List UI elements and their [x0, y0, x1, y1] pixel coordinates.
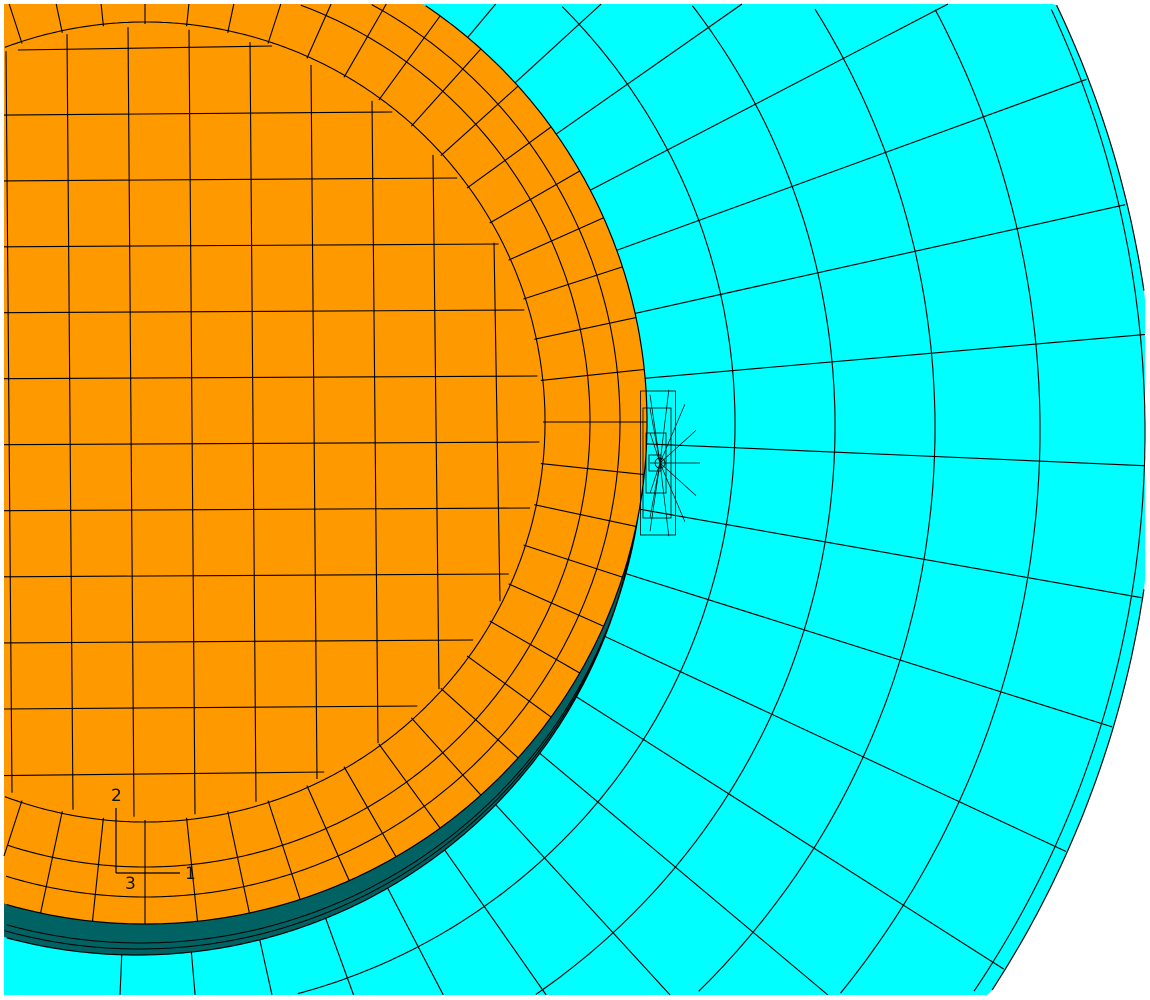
mesh-grid-edge [66, 34, 74, 810]
inner-part-fill [4, 4, 647, 924]
mesh-grid-edge [3, 639, 474, 644]
mesh-radial-edge [440, 85, 519, 157]
refined-mesh-edge [659, 430, 697, 464]
mesh-grid-edge [3, 771, 325, 777]
mesh-ring [297, 6, 736, 995]
refined-mesh-edge [659, 404, 686, 464]
mesh-radial-edge [508, 217, 604, 261]
mesh-ring [840, 9, 1041, 994]
mesh-grid-edge [127, 27, 135, 817]
mesh-radial-edge [489, 620, 580, 674]
mesh-radial-edge [632, 204, 1126, 315]
mesh-radial-edge [267, 3, 282, 44]
mesh-grid-edge [493, 242, 501, 602]
mesh-radial-edge [466, 655, 552, 718]
mesh-ring [535, 5, 836, 995]
mesh-radial-edge [306, 785, 350, 881]
mesh-grid-edge [3, 573, 509, 578]
mesh-grid-edge [3, 441, 540, 446]
mesh-radial-edge [534, 504, 637, 527]
mesh-radial-edge [554, 3, 743, 136]
refined-mesh-edge [659, 462, 697, 496]
mesh-radial-edge [431, 831, 547, 996]
mesh-radial-edge [523, 544, 623, 578]
mesh-radial-edge [227, 811, 250, 914]
mesh-grid-edge [3, 111, 393, 116]
mesh-radial-edge [55, 3, 63, 33]
mesh-radial-edge [540, 463, 645, 476]
disk-core-grid [3, 27, 540, 817]
mesh-grid-edge [3, 309, 525, 314]
mesh-grid-edge [3, 375, 538, 380]
mesh-grid-edge [3, 243, 499, 248]
refined-mesh-edge [649, 394, 661, 464]
mesh-radial-edge [614, 78, 1087, 252]
mesh-radial-edge [267, 800, 301, 900]
mesh-radial-edge [534, 317, 637, 340]
mesh-ring [973, 9, 1146, 992]
mesh-radial-edge [508, 583, 604, 627]
mesh-radial-edge [378, 15, 441, 101]
refined-mesh-cell [654, 457, 666, 469]
triad-label-1: 1 [185, 864, 196, 884]
mesh-radial-edge [3, 800, 23, 857]
refined-mesh-region [640, 389, 700, 537]
inner-part-mesh [3, 3, 648, 925]
mesh-radial-edge [482, 790, 671, 996]
mesh-grid-edge [310, 64, 318, 780]
mesh-radial-edge [637, 508, 1142, 599]
mesh-radial-edge [227, 3, 235, 33]
mesh-radial-edge [466, 126, 552, 189]
triad-label-3: 3 [125, 874, 136, 894]
refined-mesh-edge [659, 462, 670, 537]
mesh-radial-edge [40, 811, 63, 914]
refined-mesh-edge [659, 462, 686, 522]
refined-mesh-edge [649, 462, 661, 532]
refined-mesh-edge [659, 389, 670, 464]
mesh-radial-edge [540, 368, 645, 381]
mesh-radial-edge [91, 817, 104, 922]
mesh-radial-edge [100, 3, 104, 27]
mesh-grid-edge [3, 177, 458, 182]
mesh-grid-edge [371, 100, 379, 744]
mesh-radial-edge [523, 266, 623, 300]
mesh-radial-edge [597, 632, 1067, 852]
disk-ring-mesh [3, 3, 647, 924]
mesh-radial-edge [621, 571, 1113, 728]
mesh-grid-edge [5, 51, 13, 793]
mesh-radial-edge [186, 3, 190, 27]
mesh-grid-edge [3, 705, 418, 710]
mesh-grid-edge [3, 507, 531, 512]
mesh-radial-edge [410, 717, 482, 796]
triad-label-2: 2 [111, 786, 122, 806]
inner-part-fill-edge [6, 5, 648, 925]
mesh-radial-edge [566, 690, 1004, 970]
mesh-radial-edge [410, 48, 482, 127]
mesh-ring [4, 21, 546, 823]
mesh-radial-edge [489, 170, 580, 224]
mesh-radial-edge [306, 3, 332, 59]
mesh-radial-edge [465, 3, 497, 40]
mesh-radial-edge [343, 766, 397, 857]
axis-triad: 2 1 3 [111, 786, 196, 894]
mesh-radial-edge [527, 742, 829, 996]
refined-mesh-edge [649, 408, 661, 464]
mesh-grid-edge [249, 42, 257, 802]
mesh-radial-edge [644, 443, 1146, 467]
mesh-ring [5, 4, 621, 898]
mesh-radial-edge [588, 3, 949, 192]
mesh-radial-edge [378, 743, 441, 829]
mesh-grid-edge [188, 29, 196, 815]
mesh-ring [698, 8, 936, 992]
mesh-radial-edge [343, 3, 387, 78]
mesh-radial-edge [186, 817, 199, 922]
mesh-grid-edge [17, 45, 273, 51]
mesh-radial-edge [513, 3, 602, 85]
outer-part-fill-edge [991, 4, 1145, 991]
mesh-radial-edge [8, 3, 23, 44]
mesh-radial-edge [643, 333, 1146, 379]
mesh-radial-edge [440, 687, 519, 759]
